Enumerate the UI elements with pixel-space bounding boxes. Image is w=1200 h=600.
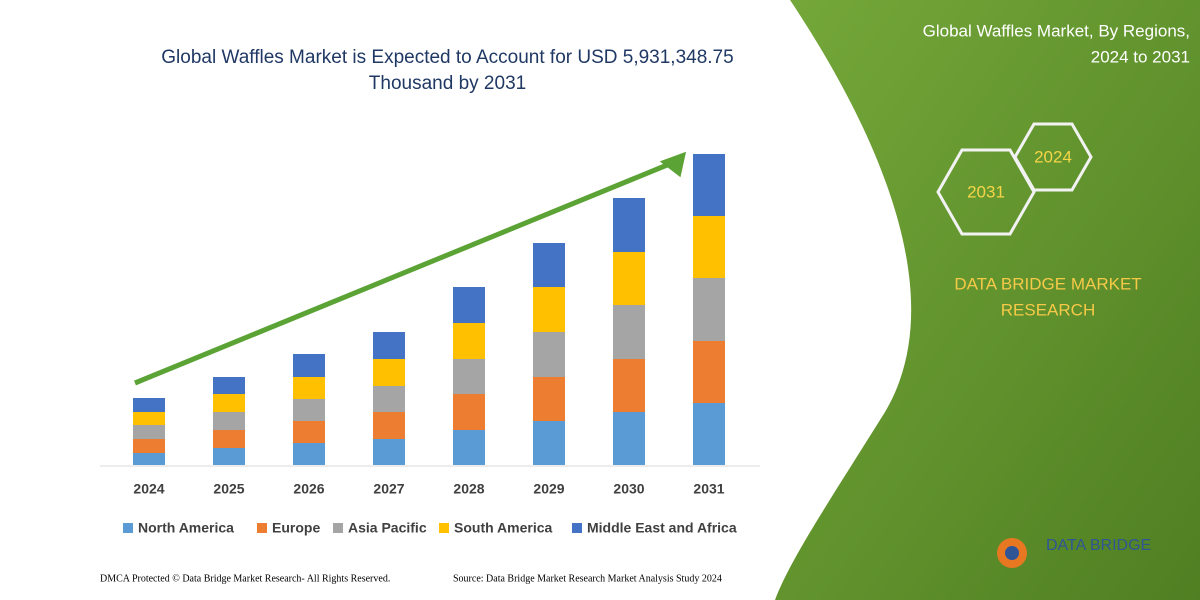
bar-segment [693,403,725,465]
hexagon [936,148,1036,236]
logo-icon [1005,546,1019,560]
legend-swatch [572,523,582,533]
bar-segment [293,354,325,377]
bar-segment [213,430,245,448]
bar-segment [533,287,565,332]
legend-swatch [123,523,133,533]
brand: DATA BRIDGE MARKET [954,274,1141,293]
bar-segment [133,425,165,439]
panel-title: Global Waffles Market, By Regions, [923,21,1190,40]
bar-segment [453,323,485,359]
hex-label: 2031 [967,182,1005,201]
bar-segment [213,412,245,430]
bar-segment [693,154,725,216]
bar-segment [453,394,485,430]
bar-segment [293,443,325,465]
bar-segment [373,359,405,386]
brand: RESEARCH [1001,300,1095,319]
x-tick-label: 2028 [453,481,484,497]
bar-segment [293,399,325,421]
bar-segment [213,377,245,394]
arrow-head [659,151,687,178]
bar-segment [533,243,565,287]
bar-segment [613,305,645,359]
bar-segment [453,430,485,465]
chart-title: Global Waffles Market is Expected to Acc… [161,47,734,94]
bar-segment [293,377,325,399]
x-tick-label: 2027 [373,481,404,497]
bar-segment [373,332,405,359]
bar-segment [133,439,165,453]
legend-label: Europe [272,520,320,536]
bar-segment [613,359,645,412]
bar-segment [133,412,165,425]
bar-segment [533,421,565,465]
legend-label: South America [454,520,552,536]
x-tick-label: 2030 [613,481,644,497]
footer: DMCA Protected © Data Bridge Market Rese… [100,573,390,584]
bar-segment [693,278,725,341]
bar-segment [133,398,165,412]
bar-segment [613,198,645,252]
x-tick-label: 2024 [133,481,164,497]
legend-swatch [257,523,267,533]
legend-swatch [333,523,343,533]
bar-segment [533,377,565,421]
legend-swatch [439,523,449,533]
footer: Source: Data Bridge Market Research Mark… [453,573,722,584]
bar-segment [533,332,565,377]
legend-label: Middle East and Africa [587,520,737,536]
bar-segment [373,439,405,465]
bar-segment [693,341,725,403]
bar-segment [613,252,645,305]
panel-title: 2024 to 2031 [1091,47,1190,66]
bar-segment [213,448,245,465]
bar-segment [133,453,165,465]
bar-segment [453,287,485,323]
logo-text: DATA BRIDGE [1046,537,1151,554]
bar-segment [453,359,485,394]
hexagon [1013,122,1093,192]
legend-label: Asia Pacific [348,520,427,536]
bar-segment [373,412,405,439]
bar-segment [613,412,645,465]
green-panel [775,0,1200,600]
trend-arrow [134,160,673,386]
x-tick-label: 2031 [693,481,724,497]
bar-segment [293,421,325,443]
bar-segment [213,394,245,412]
legend-label: North America [138,520,234,536]
bar-segment [693,216,725,278]
x-tick-label: 2029 [533,481,564,497]
x-tick-label: 2026 [293,481,324,497]
x-tick-label: 2025 [213,481,244,497]
hex-label: 2024 [1034,147,1072,166]
bar-segment [373,386,405,412]
